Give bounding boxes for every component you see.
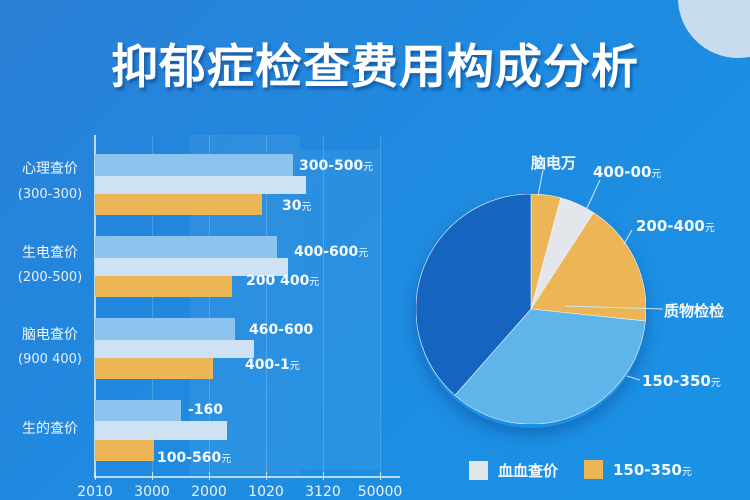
category-label: 生电查价 [22, 245, 78, 261]
pie-label: 400-00元 [593, 163, 662, 181]
legend-swatch [584, 460, 603, 479]
bar-value-label: 200 400元 [246, 273, 320, 289]
category-label: 心理查价 [22, 161, 78, 177]
pie-slice-dark-blue [415, 193, 532, 396]
bar-value-label: 400-1元 [245, 357, 300, 373]
gridline [152, 135, 153, 476]
gridline [323, 135, 324, 476]
x-tick-label: 3000 [134, 484, 170, 500]
legend-label: 150-350元 [613, 460, 692, 479]
legend-swatch [469, 461, 488, 480]
bar-series-c [95, 440, 154, 461]
category-sublabel: (300-300) [17, 187, 83, 202]
legend-item: 150-350元 [584, 460, 692, 479]
pie-label: 质物检检 [664, 302, 725, 320]
category-label: 脑电查价 [22, 327, 78, 343]
chart-title: 抑郁症检查费用构成分析 [111, 40, 639, 95]
bar-series-a [95, 236, 277, 258]
bar-value-label: 460-600 [249, 322, 314, 338]
x-tick [266, 472, 267, 480]
category-sublabel: (900 400) [18, 352, 82, 367]
bar-series-c [95, 276, 232, 297]
bar-value-label: -160 [188, 402, 224, 418]
gridline [209, 135, 210, 476]
x-tick-label: 50000 [357, 484, 403, 500]
bar-series-a [95, 154, 293, 176]
bar-series-b [95, 421, 227, 440]
pie-label: 脑电万 [531, 154, 577, 172]
legend-item: 血血查价 [469, 460, 558, 481]
pie-chart [415, 193, 647, 425]
y-axis [94, 135, 96, 478]
bar-series-c [95, 358, 213, 379]
x-tick-label: 3120 [305, 484, 341, 500]
bar-series-a [95, 318, 235, 340]
x-tick-label: 2010 [77, 484, 113, 500]
gridline [266, 135, 267, 476]
bar-value-label: 300-500元 [299, 158, 374, 174]
x-tick [152, 472, 153, 480]
bar-series-b [95, 258, 288, 276]
category-sublabel: (200-500) [17, 270, 83, 285]
pie-slice-orange [530, 212, 647, 322]
pie-slice-light-blue [454, 308, 646, 425]
pie-label: 150-350元 [642, 372, 721, 390]
x-axis [94, 476, 400, 478]
legend-label: 血血查价 [498, 462, 559, 480]
x-tick-label: 2000 [191, 484, 227, 500]
category-label: 生的查价 [22, 421, 78, 437]
bar-value-label: 100-560元 [157, 450, 232, 466]
gridline [380, 135, 381, 476]
bar-series-b [95, 176, 306, 194]
background-panel [300, 150, 380, 470]
x-tick [209, 472, 210, 480]
bar-series-a [95, 400, 181, 421]
x-tick [95, 472, 96, 480]
bar-series-b [95, 340, 254, 358]
x-tick-label: 1020 [248, 484, 284, 500]
bar-value-label: 30元 [282, 198, 312, 214]
x-tick [380, 472, 381, 480]
x-tick [323, 472, 324, 480]
bar-series-c [95, 194, 262, 215]
pie-label: 200-400元 [636, 217, 715, 235]
bar-value-label: 400-600元 [294, 244, 369, 260]
